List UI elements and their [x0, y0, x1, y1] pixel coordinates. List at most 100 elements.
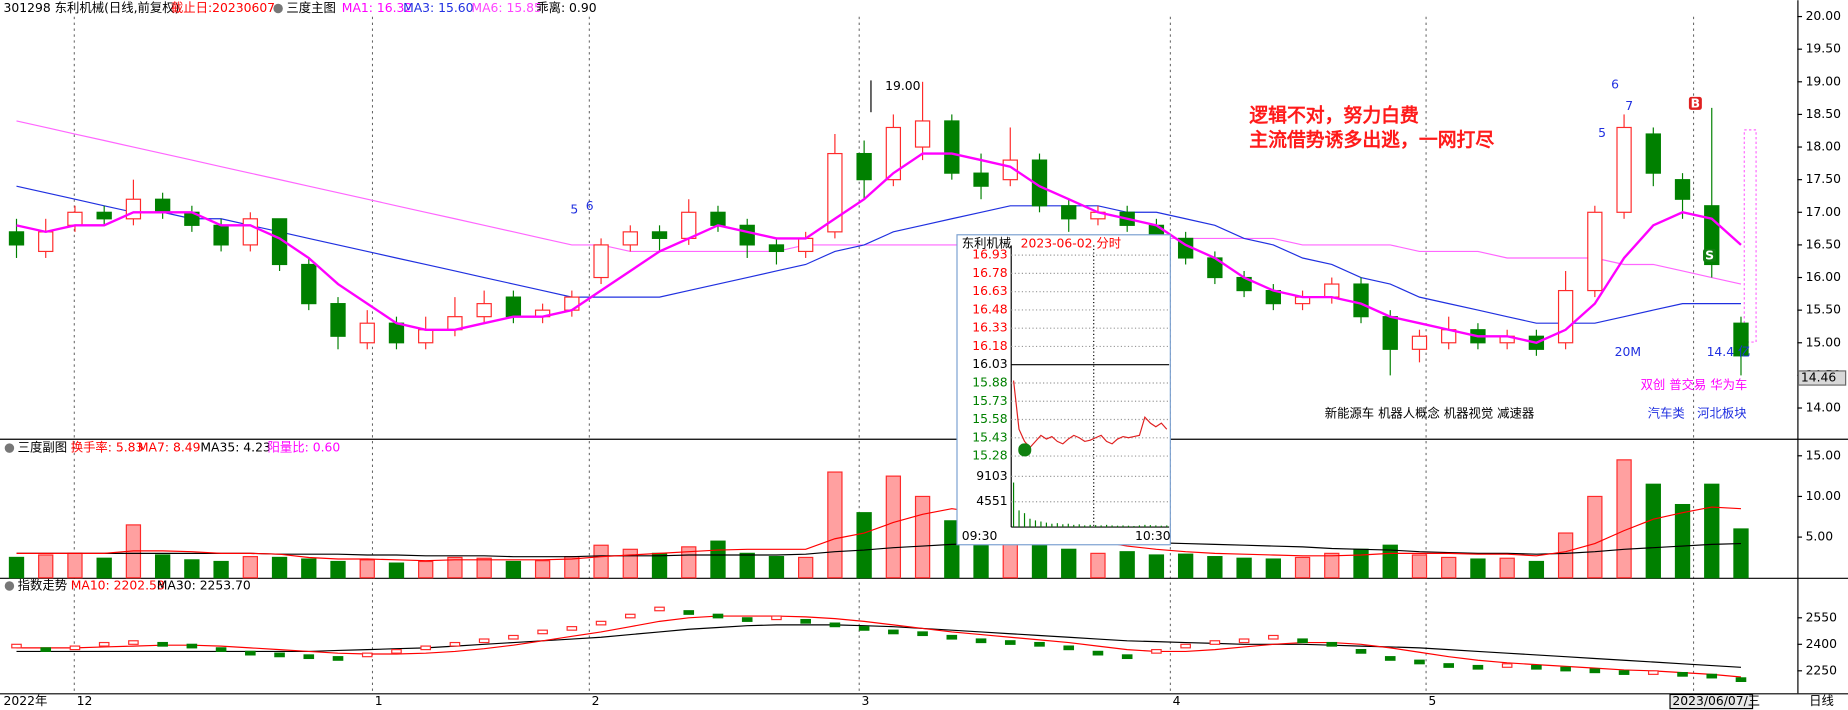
- ma3-label: MA3: 15.60: [403, 1, 474, 15]
- index-candle: [1004, 640, 1016, 645]
- index-candle: [1092, 650, 1104, 656]
- volume-bar: [505, 560, 522, 579]
- volume-bar: [1148, 554, 1165, 579]
- volume-bar: [476, 557, 492, 579]
- ma1-label: MA1: 16.32: [342, 1, 412, 15]
- volume-bar: [1470, 558, 1486, 579]
- index-candle: [624, 613, 636, 619]
- bias-label: 乖离: 0.90: [536, 0, 596, 15]
- candle-body: [1382, 316, 1398, 350]
- volume-bar: [739, 552, 755, 579]
- candle-body: [67, 211, 83, 226]
- intraday-popup: 东利机械 2023-06-02 分时 09:30 10:30 16.93 16.7…: [956, 234, 1171, 546]
- volume-bar: [827, 471, 843, 579]
- index-candle: [40, 647, 52, 652]
- y-tick-label: 16.00: [1806, 270, 1842, 284]
- index-candle: [1034, 641, 1045, 647]
- index-candle: [829, 622, 841, 628]
- candle-body: [1674, 179, 1691, 200]
- volume-bar: [1704, 483, 1720, 579]
- index-candle: [1209, 640, 1221, 645]
- candle-body: [1616, 126, 1632, 213]
- price-label: 15.28: [972, 449, 1008, 463]
- candle-body: [622, 231, 638, 246]
- index-candle: [566, 626, 578, 631]
- index-candle: [478, 638, 490, 644]
- volume-bar: [768, 556, 785, 579]
- volume-bar: [359, 559, 375, 579]
- x-label: 2022年: [4, 694, 48, 708]
- index-candle: [1443, 663, 1455, 668]
- candle-body: [710, 211, 726, 226]
- y-tick-label: 15.50: [1806, 303, 1842, 317]
- popup-stock: 东利机械: [962, 236, 1011, 251]
- volume-bar: [944, 520, 960, 579]
- candle-body: [681, 211, 697, 239]
- index-candle: [449, 641, 461, 647]
- candle-body: [1411, 335, 1428, 350]
- volume-bar: [798, 556, 814, 579]
- volume-bar: [1177, 553, 1194, 579]
- volume-bar: [1528, 560, 1545, 579]
- index-candle: [1735, 677, 1747, 683]
- candle-body: [827, 152, 843, 233]
- panel-title[interactable]: 三度副图: [18, 440, 67, 455]
- index-candle: [1706, 673, 1718, 679]
- volume-bar: [534, 560, 551, 579]
- price-label: 15.73: [972, 394, 1007, 408]
- wave-label: 7: [1625, 99, 1633, 113]
- y-tick-label: 2550: [1806, 610, 1838, 624]
- index-candle: [683, 610, 695, 615]
- x-label: 4: [1173, 694, 1181, 708]
- x-label: 5: [1428, 694, 1436, 708]
- volume-bar: [885, 475, 902, 579]
- candle-body: [1353, 283, 1369, 318]
- candle-body: [1557, 289, 1574, 344]
- candle-body: [885, 126, 902, 181]
- panel-title[interactable]: 指数走势: [18, 578, 67, 593]
- ma30-label: MA30: 2253.70: [157, 579, 251, 593]
- period[interactable]: 日线: [1809, 694, 1834, 708]
- index-candle: [128, 640, 139, 645]
- ma-line: [16, 120, 1742, 285]
- volume-bar: [1031, 540, 1048, 579]
- ma10-label: MA10: 2202.58: [71, 579, 165, 593]
- indicator-icon[interactable]: [4, 443, 15, 453]
- price-label: 15.58: [972, 412, 1008, 426]
- last-price-box: [1797, 370, 1847, 386]
- volume-bar: [388, 562, 405, 579]
- candle-body: [388, 322, 405, 344]
- index-candle: [11, 643, 22, 649]
- volume-bar: [1411, 554, 1428, 579]
- volume-bar: [1090, 552, 1106, 579]
- y-tick-label: 5.00: [1806, 530, 1834, 544]
- candle-body: [1324, 283, 1340, 298]
- candle-body: [856, 152, 872, 181]
- candle-body: [8, 231, 25, 246]
- index-candle: [1063, 645, 1075, 651]
- index-candle: [1151, 649, 1162, 654]
- price-label: 16.33: [972, 321, 1007, 335]
- volume-bar: [593, 544, 609, 579]
- volume-bar: [96, 557, 112, 579]
- y-tick-label: 16.50: [1806, 237, 1842, 251]
- sector: 汽车类: [1648, 405, 1685, 420]
- index-candle: [537, 629, 548, 635]
- y-tick-label: 18.50: [1806, 107, 1842, 121]
- index-candle: [712, 613, 724, 619]
- highlight-box: [1743, 129, 1757, 343]
- amount: 20M: [1615, 345, 1641, 359]
- candle-body: [271, 218, 288, 266]
- wave-label: 6: [1611, 78, 1619, 92]
- indicator-name[interactable]: 三度主图: [286, 0, 335, 15]
- candle-body: [739, 224, 755, 246]
- indicator-icon[interactable]: [4, 581, 15, 591]
- index-candle: [1531, 664, 1542, 670]
- volume-bar: [38, 554, 54, 579]
- volume-bar: [330, 560, 346, 579]
- index-candle: [1677, 671, 1688, 677]
- index-candle: [332, 656, 344, 661]
- candle-body: [359, 322, 375, 344]
- last-price-label: 14.46: [1801, 371, 1837, 385]
- indicator-icon[interactable]: [273, 3, 283, 14]
